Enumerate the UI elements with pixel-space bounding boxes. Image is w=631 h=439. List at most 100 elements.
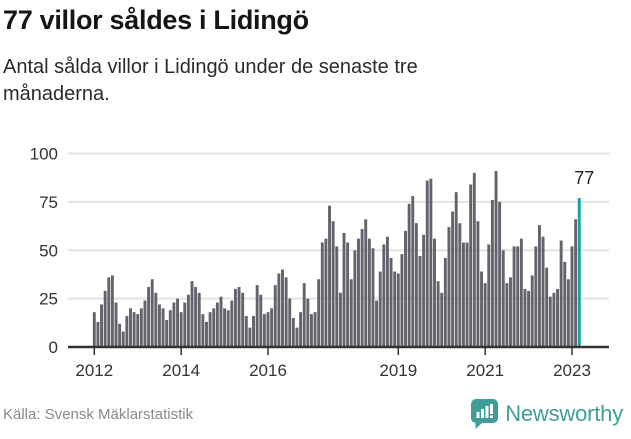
bar <box>541 236 545 347</box>
bar <box>400 254 404 347</box>
y-tick-label: 25 <box>39 290 58 309</box>
chart-subtitle: Antal sålda villor i Lidingö under de se… <box>3 55 418 106</box>
bar <box>273 285 277 347</box>
bar <box>559 240 563 347</box>
bar <box>317 279 321 347</box>
bar <box>451 211 455 347</box>
bar <box>523 288 527 347</box>
bar <box>110 275 114 347</box>
x-tick-label: 2021 <box>466 361 504 380</box>
bar <box>241 292 245 347</box>
bar <box>364 219 368 347</box>
bar <box>335 246 339 347</box>
bar <box>490 199 494 347</box>
bar <box>534 246 538 347</box>
bar <box>154 292 158 347</box>
bar <box>393 271 397 347</box>
bar <box>266 312 270 347</box>
bar <box>284 277 288 347</box>
bar <box>100 304 103 347</box>
bar <box>194 287 198 347</box>
bar <box>295 327 299 347</box>
bar <box>118 323 122 347</box>
bar <box>147 287 151 347</box>
bar <box>357 238 360 347</box>
bar <box>545 267 549 347</box>
bar <box>309 314 313 347</box>
bar <box>516 246 520 347</box>
bar <box>375 300 379 347</box>
bar <box>288 298 292 348</box>
bar <box>161 308 165 347</box>
bar <box>139 308 143 347</box>
bar <box>248 327 252 347</box>
bar <box>389 257 393 347</box>
bar <box>143 300 147 347</box>
bar <box>237 287 241 347</box>
bar <box>454 192 458 347</box>
bar <box>252 316 255 347</box>
bar <box>480 271 483 347</box>
y-tick-label: 75 <box>39 193 58 212</box>
bar <box>299 312 303 347</box>
y-tick-label: 50 <box>39 241 58 260</box>
bar <box>360 228 364 347</box>
bar <box>476 221 480 347</box>
bar <box>505 283 509 347</box>
bar <box>498 201 502 348</box>
bar <box>129 308 132 347</box>
bar <box>563 261 567 347</box>
bar <box>494 170 498 347</box>
y-tick-label: 100 <box>30 145 58 164</box>
bar <box>418 256 422 347</box>
bar <box>121 331 125 347</box>
bar <box>465 242 469 347</box>
bar <box>552 292 556 347</box>
bar <box>527 290 531 347</box>
bar <box>530 275 534 347</box>
bar <box>382 244 386 347</box>
bar <box>458 223 462 347</box>
bar <box>320 242 324 347</box>
bar <box>487 244 491 347</box>
bar <box>519 238 523 347</box>
bar <box>469 184 473 347</box>
x-tick-label: 2019 <box>379 361 417 380</box>
bar <box>205 321 208 347</box>
bar <box>556 288 559 347</box>
bar <box>328 205 331 347</box>
bar <box>190 281 194 347</box>
bar <box>342 232 346 347</box>
bar <box>107 277 111 347</box>
bar <box>176 298 179 348</box>
bar <box>349 279 353 347</box>
bar <box>414 223 418 347</box>
source-credit: Källa: Svensk Mäklarstatistik <box>3 405 194 423</box>
highlight-value-label: 77 <box>574 168 594 188</box>
bar <box>461 242 465 347</box>
bar <box>259 294 263 347</box>
x-tick-label: 2014 <box>162 361 200 380</box>
bar <box>433 238 436 347</box>
page-title: 77 villor såldes i Lidingö <box>3 5 309 35</box>
x-tick-label: 2023 <box>553 361 591 380</box>
bar <box>186 294 190 347</box>
bar <box>201 314 205 347</box>
bar <box>411 196 415 347</box>
bar <box>404 230 407 347</box>
bar <box>172 302 176 348</box>
bar <box>212 308 216 347</box>
newsworthy-bubble-icon <box>471 399 499 429</box>
bar <box>407 203 411 347</box>
bar <box>208 312 212 347</box>
bar <box>548 296 552 347</box>
bar <box>197 292 201 347</box>
bar <box>367 238 371 347</box>
chart-canvas: 0 25 50 75 100 2012 2014 2016 2019 2021 2023 77 <box>30 145 609 380</box>
footer: Källa: Svensk Mäklarstatistik Newsworthy <box>3 397 623 431</box>
bar <box>132 312 136 347</box>
bar <box>512 246 516 347</box>
bar <box>219 296 223 347</box>
bar-chart: 0 25 50 75 100 2012 2014 2016 2019 2021 2023 77 <box>0 140 631 388</box>
bar <box>114 302 118 348</box>
